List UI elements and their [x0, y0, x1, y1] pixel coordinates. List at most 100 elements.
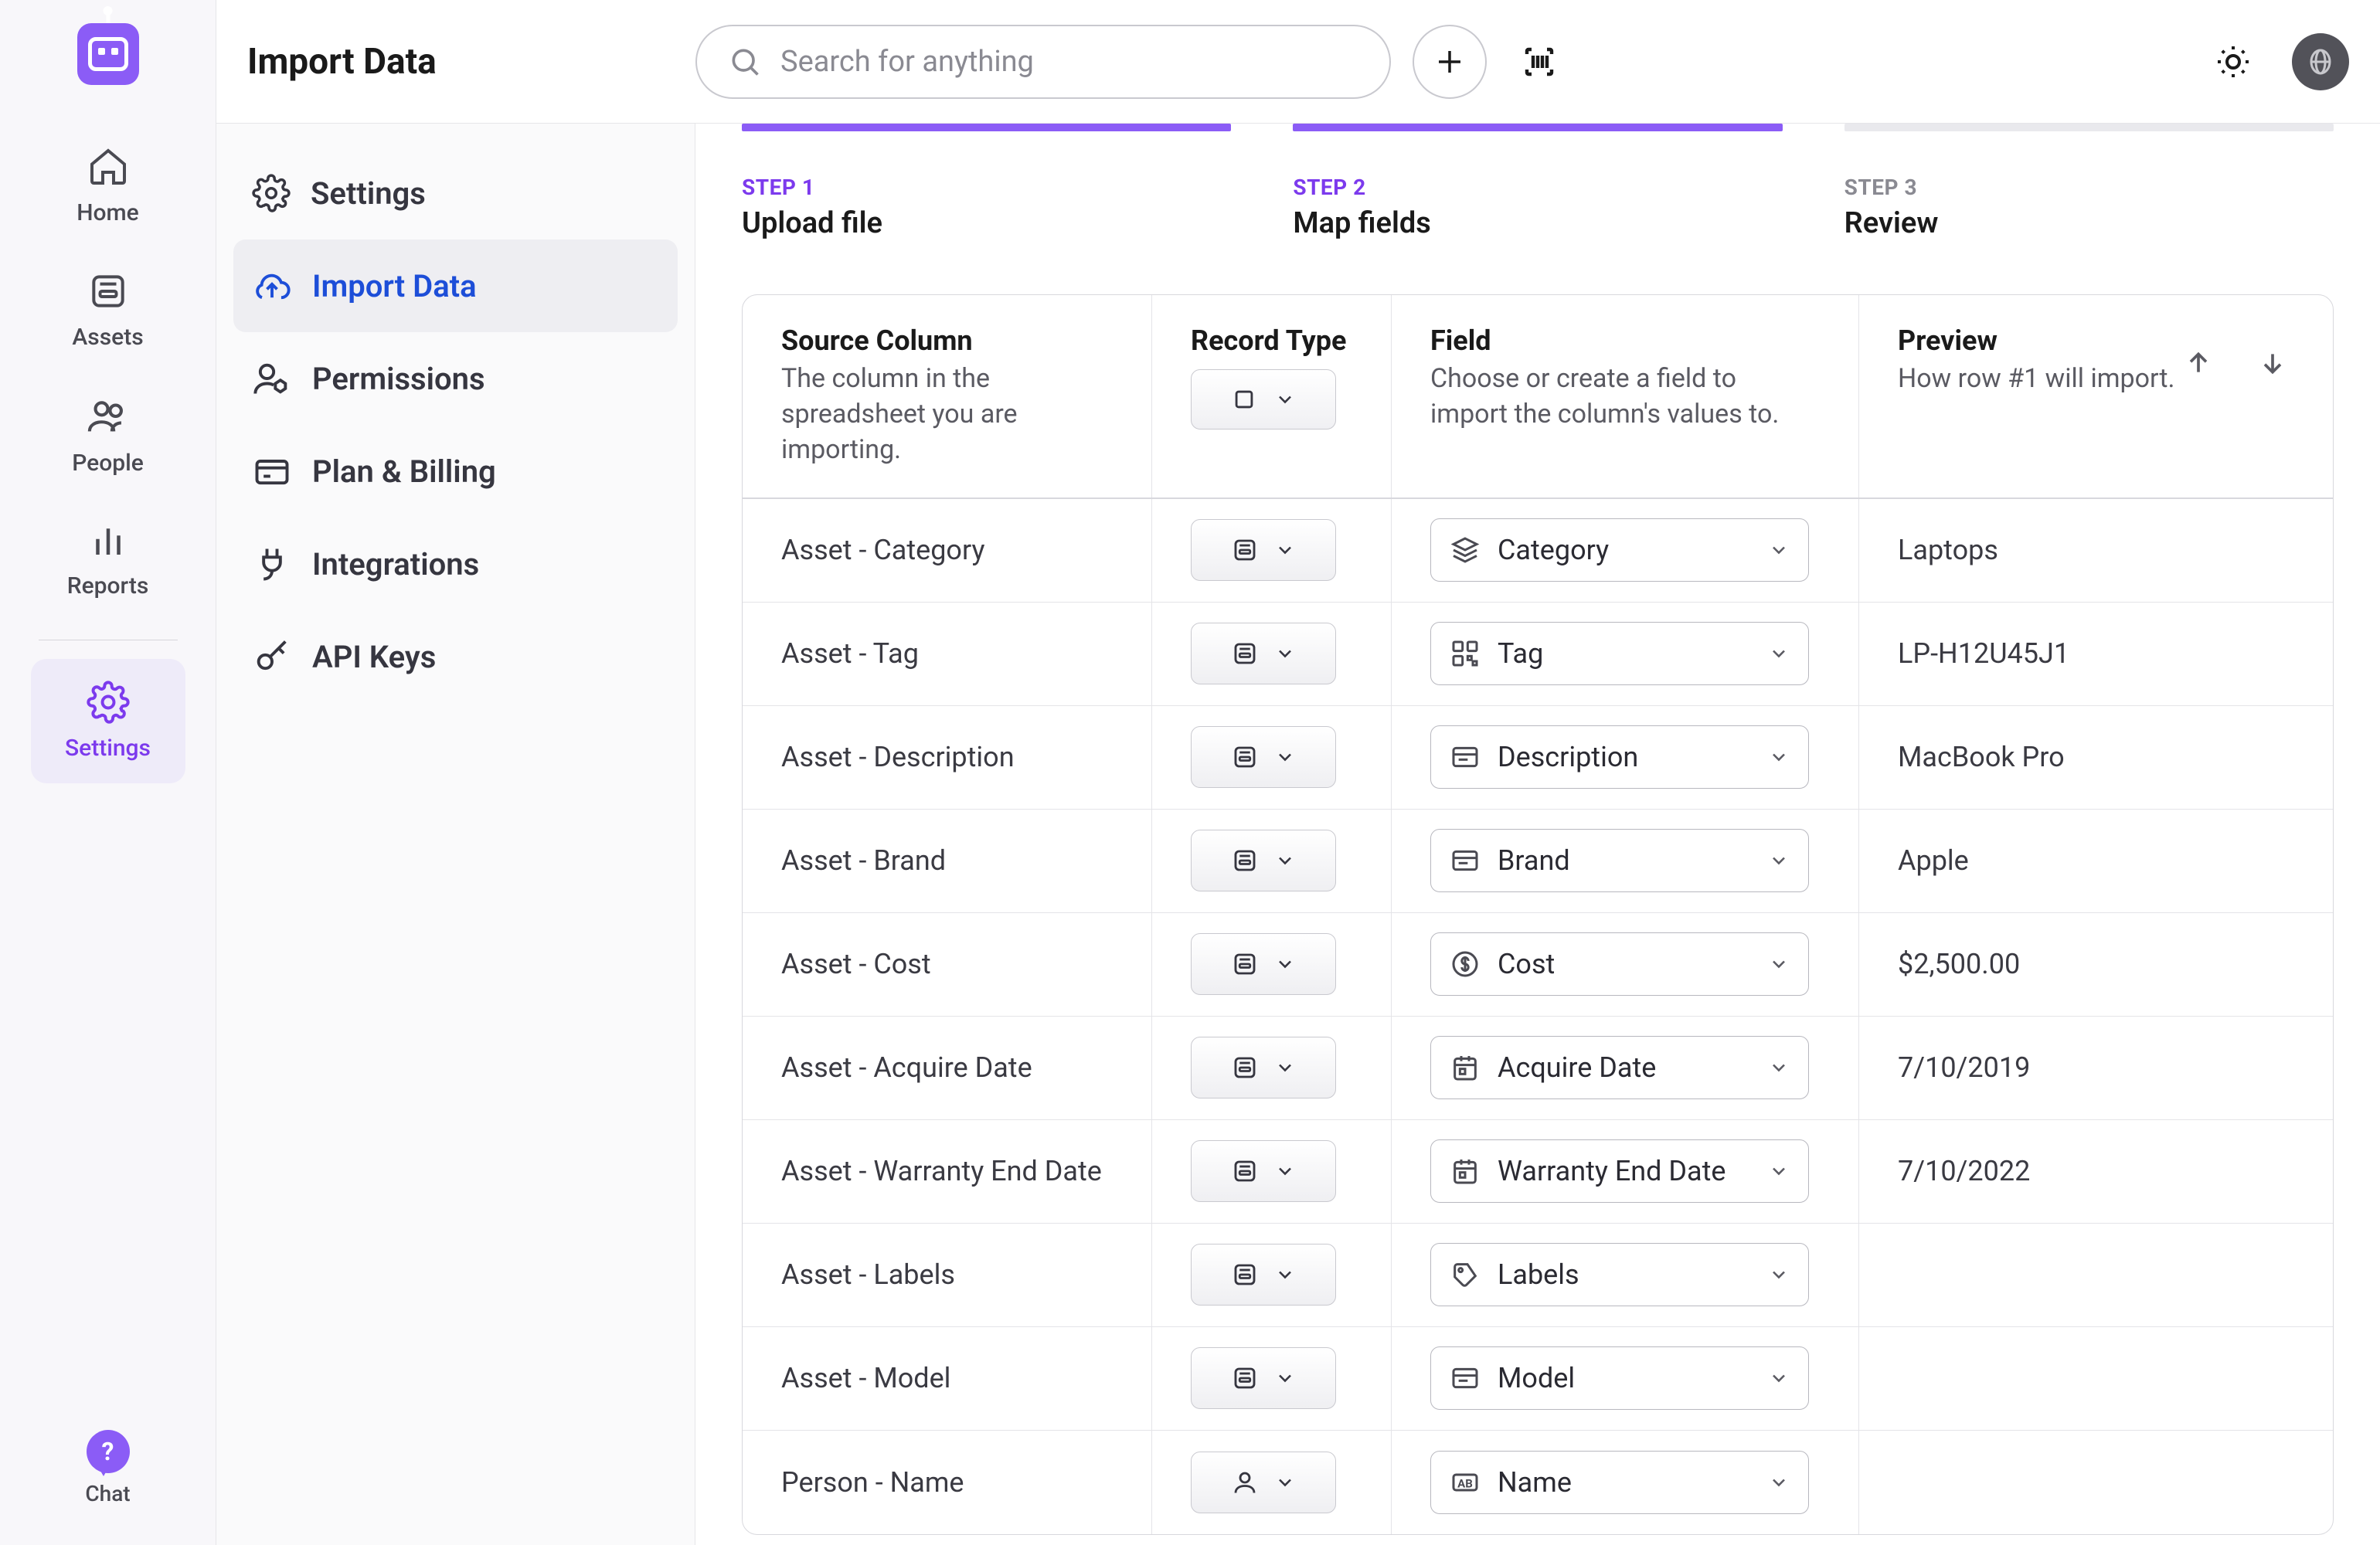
step-title: Upload file: [742, 206, 1231, 240]
field-select[interactable]: Category: [1430, 518, 1809, 582]
nav-label: People: [72, 450, 144, 477]
type-cell: [1152, 1120, 1392, 1223]
record-type-select[interactable]: [1191, 1140, 1336, 1202]
nav-reports[interactable]: Reports: [31, 498, 185, 621]
chat-icon: ?: [87, 1430, 130, 1473]
table-row: Asset - Acquire Date Acquire Date 7/10/2…: [743, 1017, 2333, 1120]
chevron-down-icon: [1274, 746, 1296, 768]
col-field-title: Field: [1430, 324, 1820, 357]
field-select[interactable]: Cost: [1430, 932, 1809, 996]
search-input[interactable]: Search for anything: [695, 25, 1391, 99]
record-type-select[interactable]: [1191, 1037, 1336, 1098]
type-cell: [1152, 810, 1392, 912]
table-row: Asset - Cost Cost $2,500.00: [743, 913, 2333, 1017]
gear-icon: [252, 174, 291, 212]
col-preview-sub: How row #1 will import.: [1898, 362, 2177, 397]
col-preview-title: Preview: [1898, 324, 2177, 357]
sidebar-item-api-keys[interactable]: API Keys: [233, 610, 678, 703]
record-type-select[interactable]: [1191, 830, 1336, 891]
field-cell: Cost: [1392, 913, 1859, 1016]
main-nav: Home Assets People Reports Settings ? Ch…: [0, 0, 216, 1545]
chat-button[interactable]: ? Chat: [31, 1414, 185, 1545]
step-label: STEP 2: [1293, 175, 1782, 200]
record-type-select[interactable]: [1191, 1452, 1336, 1513]
source-cell: Asset - Cost: [743, 913, 1152, 1016]
source-cell: Asset - Acquire Date: [743, 1017, 1152, 1119]
assets-icon: [87, 270, 130, 313]
table-row: Asset - Tag Tag LP-H12U45J1: [743, 603, 2333, 706]
scan-button[interactable]: [1502, 25, 1576, 99]
type-cell: [1152, 1224, 1392, 1326]
nav-assets[interactable]: Assets: [31, 248, 185, 372]
record-type-icon: [1231, 1157, 1259, 1185]
app-logo[interactable]: [77, 23, 139, 85]
source-cell: Asset - Warranty End Date: [743, 1120, 1152, 1223]
chevron-down-icon: [1768, 746, 1790, 768]
record-type-icon: [1231, 847, 1259, 874]
type-cell: [1152, 603, 1392, 705]
plug-icon: [252, 544, 292, 584]
chevron-down-icon: [1768, 1057, 1790, 1078]
sidebar-item-permissions[interactable]: Permissions: [233, 332, 678, 425]
sidebar-item-import[interactable]: Import Data: [233, 239, 678, 332]
add-button[interactable]: [1413, 25, 1487, 99]
search-icon: [728, 45, 762, 79]
chevron-down-icon: [1768, 1472, 1790, 1493]
nav-home[interactable]: Home: [31, 124, 185, 248]
sidebar-item-integrations[interactable]: Integrations: [233, 518, 678, 610]
sidebar-item-settings[interactable]: Settings: [233, 147, 678, 239]
user-avatar[interactable]: [2292, 33, 2349, 90]
chevron-down-icon: [1274, 539, 1296, 561]
preview-next-button[interactable]: [2251, 341, 2294, 385]
field-select[interactable]: AB Name: [1430, 1451, 1809, 1514]
nav-label: Home: [76, 199, 139, 226]
main-panel: STEP 1 Upload file STEP 2 Map fields STE…: [695, 124, 2380, 1545]
record-type-select[interactable]: [1191, 623, 1336, 684]
record-type-icon: [1231, 1469, 1259, 1496]
record-type-select[interactable]: [1191, 726, 1336, 788]
nav-settings[interactable]: Settings: [31, 659, 185, 783]
page-title: Import Data: [247, 41, 695, 83]
table-row: Asset - Category Category Laptops: [743, 499, 2333, 603]
type-cell: [1152, 913, 1392, 1016]
record-type-all-select[interactable]: [1191, 369, 1336, 430]
field-select[interactable]: Warranty End Date: [1430, 1139, 1809, 1203]
sidebar-item-billing[interactable]: Plan & Billing: [233, 425, 678, 518]
record-type-select[interactable]: [1191, 933, 1336, 995]
field-select[interactable]: Model: [1430, 1346, 1809, 1410]
chevron-down-icon: [1274, 953, 1296, 975]
preview-cell: 7/10/2022: [1859, 1120, 2333, 1223]
home-icon: [87, 145, 130, 188]
step-title: Map fields: [1293, 206, 1782, 240]
preview-prev-button[interactable]: [2177, 341, 2220, 385]
field-label: Warranty End Date: [1498, 1155, 1751, 1187]
record-type-select[interactable]: [1191, 1347, 1336, 1409]
field-icon: [1450, 638, 1481, 669]
step-1[interactable]: STEP 1 Upload file: [742, 124, 1231, 240]
field-cell: Warranty End Date: [1392, 1120, 1859, 1223]
field-select[interactable]: Tag: [1430, 622, 1809, 685]
field-label: Brand: [1498, 844, 1751, 877]
field-select[interactable]: Description: [1430, 725, 1809, 789]
type-cell: [1152, 1431, 1392, 1534]
step-2[interactable]: STEP 2 Map fields: [1293, 124, 1782, 240]
field-select[interactable]: Acquire Date: [1430, 1036, 1809, 1099]
field-label: Category: [1498, 534, 1751, 566]
field-label: Acquire Date: [1498, 1051, 1751, 1084]
settings-icon: [87, 681, 130, 724]
field-label: Model: [1498, 1362, 1751, 1394]
theme-toggle[interactable]: [2196, 25, 2270, 99]
field-select[interactable]: Labels: [1430, 1243, 1809, 1306]
record-type-select[interactable]: [1191, 1244, 1336, 1306]
nav-people[interactable]: People: [31, 372, 185, 498]
field-icon: [1450, 742, 1481, 772]
sidebar-label: Integrations: [312, 546, 479, 582]
step-3[interactable]: STEP 3 Review: [1844, 124, 2334, 240]
field-select[interactable]: Brand: [1430, 829, 1809, 892]
nav-label: Settings: [65, 735, 151, 762]
settings-sidebar: Settings Import Data Permissions Plan & …: [216, 124, 695, 1545]
record-type-select[interactable]: [1191, 519, 1336, 581]
preview-cell: LP-H12U45J1: [1859, 603, 2333, 705]
preview-cell: Laptops: [1859, 499, 2333, 602]
preview-cell: [1859, 1327, 2333, 1430]
